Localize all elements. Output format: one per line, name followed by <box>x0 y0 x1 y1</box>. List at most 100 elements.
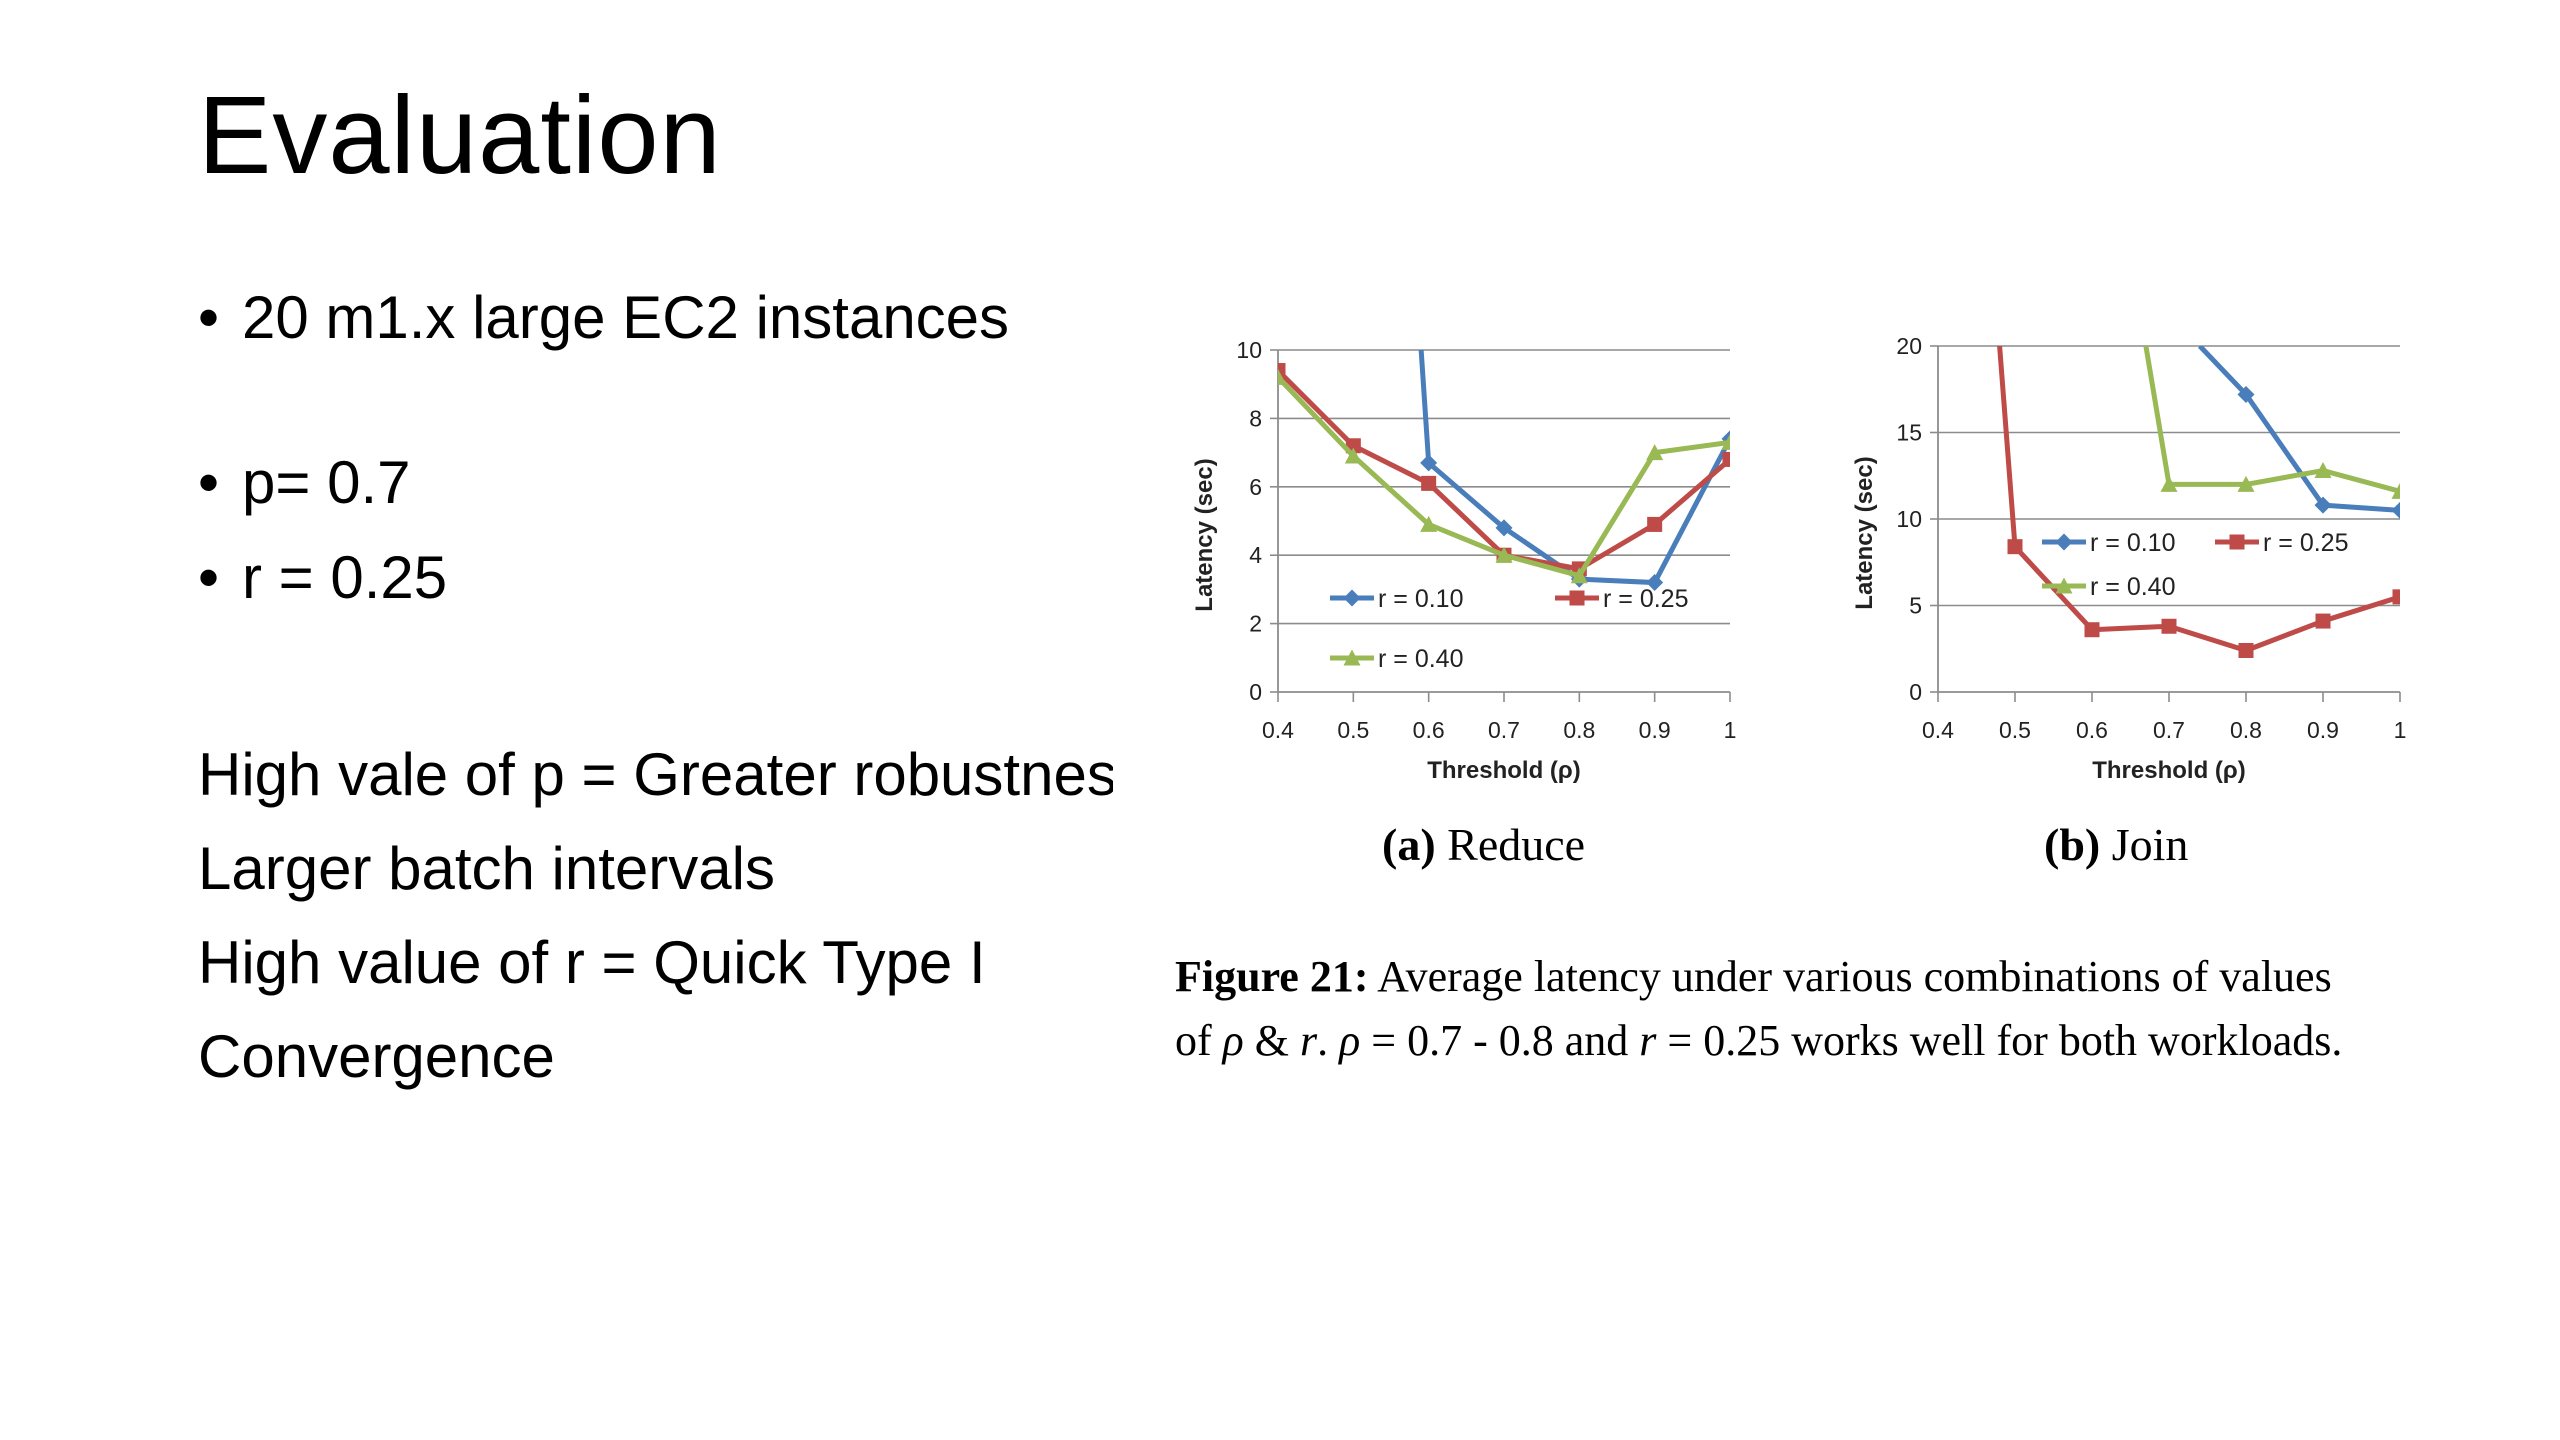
join-legend-label: r = 0.40 <box>2090 573 2175 601</box>
join-legend-marker <box>2229 534 2245 550</box>
join-subcaption: (b) Join <box>2044 818 2188 871</box>
reduce-point-r040 <box>1721 433 1730 450</box>
bullet-dot-icon: • <box>198 449 220 516</box>
join-x-tick-label: 0.9 <box>2307 717 2339 743</box>
reduce-x-tick-label: 0.9 <box>1639 717 1671 743</box>
reduce-series-r025 <box>1278 363 1730 577</box>
note-robustness: High vale of p = Greater robustness <box>198 741 1113 808</box>
reduce-y-axis-title: Latency (sec) <box>1191 458 1218 611</box>
reduce-subcaption-letter: (a) <box>1382 819 1436 870</box>
join-legend-r025: r = 0.25 <box>2215 529 2348 557</box>
join-legend-r040: r = 0.40 <box>2042 573 2175 601</box>
reduce-legend-marker <box>1343 589 1361 607</box>
join-x-tick-label: 0.5 <box>1999 717 2031 743</box>
join-point-r025 <box>2161 618 2177 634</box>
reduce-x-tick-label: 0.6 <box>1413 717 1445 743</box>
figure-caption-of: of <box>1175 1016 1223 1065</box>
join-point-r010 <box>2391 501 2400 519</box>
reduce-legend-label: r = 0.25 <box>1603 585 1688 613</box>
figure-caption-r-value: = 0.25 works well for both workloads. <box>1656 1016 2343 1065</box>
reduce-point-r040 <box>1570 567 1588 584</box>
join-y-tick-label: 5 <box>1909 593 1922 619</box>
reduce-x-tick-label: 0.5 <box>1337 717 1369 743</box>
reduce-y-tick-label: 0 <box>1249 679 1262 705</box>
reduce-point-r025 <box>1278 363 1286 379</box>
reduce-y-tick-label: 2 <box>1249 611 1262 637</box>
reduce-point-r010 <box>1646 574 1664 592</box>
reduce-y-tick-label: 8 <box>1249 405 1262 431</box>
join-y-tick-label: 10 <box>1896 506 1922 532</box>
join-x-tick-label: 0.6 <box>2076 717 2108 743</box>
bullet-dot-icon: • <box>198 544 220 611</box>
join-point-r025 <box>2315 613 2331 629</box>
reduce-line-r040 <box>1278 375 1730 579</box>
reduce-point-r025 <box>1647 516 1663 532</box>
reduce-legend-r040: r = 0.40 <box>1330 645 1463 673</box>
bullet-instances-text: 20 m1.x large EC2 instances <box>242 284 1010 351</box>
bullet-p-text: p= 0.7 <box>242 449 411 516</box>
reduce-point-r010 <box>1420 454 1438 472</box>
join-chart: 0 5 10 15 20 0.4 0.5 0.6 0.7 0.8 0.9 1 Threshold (ρ)… <box>1851 333 2407 784</box>
reduce-subcaption-text: Reduce <box>1447 819 1586 870</box>
reduce-subcaption: (a) Reduce <box>1382 818 1585 871</box>
figure-caption-r-2: r <box>1639 1016 1657 1065</box>
reduce-x-tick-label: 0.8 <box>1563 717 1595 743</box>
reduce-series-r040 <box>1278 368 1730 584</box>
figure-caption-r: r <box>1300 1016 1318 1065</box>
join-point-r040 <box>2391 482 2400 499</box>
join-point-r025 <box>2238 642 2254 658</box>
reduce-line-r025 <box>1278 368 1730 572</box>
join-y-tick-label: 15 <box>1896 420 1922 446</box>
reduce-point-r040 <box>1646 444 1664 461</box>
reduce-x-axis-title: Threshold (ρ) <box>1427 757 1581 784</box>
join-x-axis-title: Threshold (ρ) <box>2092 757 2246 784</box>
reduce-y-tick-label: 10 <box>1236 337 1262 363</box>
figure-caption-rho-range: = 0.7 - 0.8 and <box>1360 1016 1640 1065</box>
reduce-x-tick-label: 1 <box>1724 717 1737 743</box>
join-y-tick-label: 0 <box>1909 679 1922 705</box>
join-point-r010 <box>2314 496 2332 514</box>
join-point-r040 <box>2237 475 2255 492</box>
bullet-p: • p= 0.7 <box>198 448 411 517</box>
join-series-r040 <box>2143 346 2400 499</box>
reduce-point-r010 <box>1495 519 1513 537</box>
reduce-legend-label: r = 0.10 <box>1378 585 1463 613</box>
note-batch-intervals: Larger batch intervals <box>198 835 775 902</box>
notes-block: High vale of p = Greater robustness Larg… <box>198 728 1113 1104</box>
join-subcaption-text: Join <box>2111 819 2189 870</box>
join-legend-marker <box>2055 533 2073 551</box>
figure-caption: Figure 21: Average latency under various… <box>1175 945 2485 1073</box>
join-point-r040 <box>2160 475 2178 492</box>
reduce-point-r025 <box>1421 475 1437 491</box>
slide-title: Evaluation <box>198 74 722 197</box>
reduce-point-r025 <box>1722 451 1730 467</box>
join-point-r025 <box>2084 622 2100 638</box>
note-quick-type: High value of r = Quick Type I <box>198 929 986 996</box>
join-legend-marker <box>2055 577 2073 594</box>
bullet-dot-icon: • <box>198 284 220 351</box>
join-legend-label: r = 0.10 <box>2090 529 2175 557</box>
bullet-r-text: r = 0.25 <box>242 544 448 611</box>
join-line-r040 <box>2143 346 2400 494</box>
figure-caption-dot: . <box>1317 1016 1340 1065</box>
reduce-line-r010 <box>1418 350 1730 586</box>
join-point-r010 <box>2237 385 2255 403</box>
figure-caption-amp: & <box>1243 1016 1301 1065</box>
figure-caption-rho-2: ρ <box>1339 1016 1361 1065</box>
reduce-legend-r010: r = 0.10 <box>1330 585 1463 613</box>
bullet-r: • r = 0.25 <box>198 543 447 612</box>
figure-caption-rho: ρ <box>1222 1016 1244 1065</box>
reduce-y-tick-label: 6 <box>1249 474 1262 500</box>
reduce-legend-label: r = 0.40 <box>1378 645 1463 673</box>
reduce-legend-r025: r = 0.25 <box>1555 585 1688 613</box>
join-x-tick-label: 0.7 <box>2153 717 2185 743</box>
join-point-r025 <box>2392 589 2400 605</box>
figure-caption-line1: Average latency under various combinatio… <box>1368 952 2332 1001</box>
note-convergence: Convergence <box>198 1023 555 1090</box>
join-x-tick-label: 1 <box>2394 717 2407 743</box>
join-y-tick-label: 20 <box>1896 333 1922 359</box>
reduce-x-tick-label: 0.7 <box>1488 717 1520 743</box>
join-point-r025 <box>2007 539 2023 555</box>
figure-caption-label: Figure 21: <box>1175 952 1369 1001</box>
reduce-chart: 0 2 4 6 8 10 0.4 0.5 0.6 0.7 0.8 0.9 1 Threshold (ρ) L… <box>1191 337 1737 784</box>
